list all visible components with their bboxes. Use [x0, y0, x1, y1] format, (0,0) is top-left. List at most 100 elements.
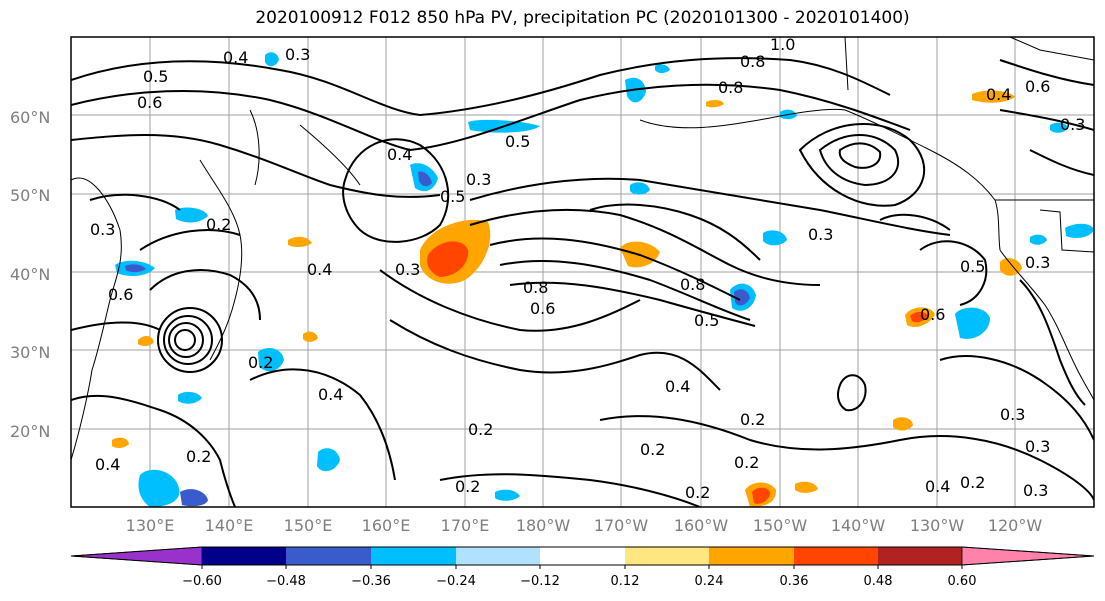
contour-label: 0.4	[925, 477, 950, 496]
precip-negative-blob	[258, 348, 284, 372]
precip-negative-blob	[1065, 223, 1094, 238]
lat-tick-label: 50°N	[10, 186, 50, 205]
contour-label: 0.4	[986, 85, 1011, 104]
contour-label: 0.3	[285, 45, 310, 64]
contour-label: 0.3	[1000, 405, 1025, 424]
colorbar-bin	[794, 547, 878, 565]
precip-negative-blob	[1030, 234, 1047, 245]
lon-tick-label: 130°W	[910, 516, 965, 535]
contour-label: 0.8	[680, 275, 705, 294]
precip-negative-blob	[630, 182, 650, 195]
precip-negative-blob	[495, 489, 520, 501]
precip-negative-blob	[138, 469, 180, 507]
lon-tick-label: 170°E	[441, 516, 490, 535]
colorbar-tick-label: −0.36	[351, 574, 391, 589]
lon-tick-label: 130°E	[126, 516, 175, 535]
precipitation-shading	[112, 52, 1094, 507]
contour-label: 0.4	[223, 48, 248, 67]
contour-label: 0.2	[455, 477, 480, 496]
colorbar-tick-label: 0.12	[611, 574, 640, 589]
contour-label: 0.2	[734, 453, 759, 472]
precip-negative-blob	[265, 52, 279, 67]
contour-label: 0.3	[1023, 481, 1048, 500]
contour-label: 0.3	[1025, 437, 1050, 456]
colorbar-tick-label: 0.48	[864, 574, 893, 589]
precip-positive-blob	[706, 99, 724, 108]
contour-label: 0.2	[248, 353, 273, 372]
contour-label: 0.8	[718, 78, 743, 97]
contour-label: 0.4	[95, 455, 120, 474]
colorbar-bin	[878, 547, 962, 565]
contour-label: 0.2	[640, 440, 665, 459]
lat-tick-label: 60°N	[10, 108, 50, 127]
lon-tick-label: 150°E	[284, 516, 333, 535]
lat-tick-label: 30°N	[10, 343, 50, 362]
lon-tick-label: 180°W	[516, 516, 571, 535]
contour-label: 0.6	[530, 299, 555, 318]
precip-strong-negative-blob	[125, 264, 146, 273]
contour-label: 0.4	[318, 385, 343, 404]
lon-tick-label: 170°W	[594, 516, 649, 535]
contour-label: 0.8	[740, 52, 765, 71]
colorbar-extend-low	[70, 546, 203, 566]
contour-label: 0.2	[685, 483, 710, 502]
precip-strong-positive-blob	[910, 311, 928, 323]
colorbar-tick-label: −0.48	[266, 574, 306, 589]
contour-label: 0.4	[307, 260, 332, 279]
colorbar-tick-labels: −0.60 −0.48 −0.36 −0.24 −0.12 0.12 0.24 …	[182, 574, 976, 589]
contour-label: 1.0	[770, 35, 795, 54]
map-title: 2020100912 F012 850 hPa PV, precipitatio…	[255, 8, 910, 28]
contour-label: 0.3	[808, 225, 833, 244]
contour-label: 0.3	[395, 260, 420, 279]
contour-label: 0.5	[694, 311, 719, 330]
map-frame	[70, 36, 1095, 508]
precip-positive-blob	[288, 236, 312, 248]
colorbar-tick-label: 0.60	[948, 574, 977, 589]
contour-label: 0.3	[1060, 115, 1085, 134]
precip-strong-positive-blob	[427, 241, 469, 277]
colorbar-tick-label: −0.60	[182, 574, 222, 589]
lat-tick-label: 20°N	[10, 422, 50, 441]
precip-negative-blob	[955, 307, 990, 339]
contour-label: 0.4	[387, 145, 412, 164]
contour-label: 0.3	[1025, 253, 1050, 272]
precip-positive-blob	[893, 417, 913, 431]
precip-positive-blob	[795, 481, 818, 493]
colorbar-tick-label: −0.24	[436, 574, 476, 589]
precip-negative-blob	[1050, 122, 1068, 133]
longitude-labels: 130°E 140°E 150°E 160°E 170°E 180°W 170°…	[126, 516, 1043, 535]
contour-label: 0.2	[468, 420, 493, 439]
colorbar-bin	[286, 547, 371, 565]
colorbar-tick-label: −0.12	[520, 574, 560, 589]
precip-negative-blob	[655, 64, 670, 73]
precip-strong-negative-blob	[180, 489, 208, 507]
contour-label: 0.2	[186, 447, 211, 466]
precip-strong-negative-blob	[734, 289, 750, 306]
lon-tick-label: 140°E	[205, 516, 254, 535]
precip-positive-blob	[303, 331, 318, 342]
coastlines	[71, 37, 1094, 461]
lon-tick-label: 150°W	[753, 516, 808, 535]
lat-tick-label: 40°N	[10, 265, 50, 284]
contour-label: 0.3	[90, 220, 115, 239]
contour-label: 0.6	[1025, 77, 1050, 96]
precip-strong-negative-blob	[418, 171, 432, 187]
precip-negative-blob	[763, 230, 787, 246]
colorbar-bin	[709, 547, 794, 565]
pv-contours	[71, 57, 1094, 507]
contour-labels: 0.3 0.4 0.5 0.6 0.8 1.0 0.8 0.6 0.4 0.3 …	[90, 35, 1085, 502]
contour-label: 0.2	[740, 410, 765, 429]
lon-tick-label: 120°W	[988, 516, 1043, 535]
precip-positive-blob	[112, 437, 129, 449]
colorbar	[70, 546, 1095, 569]
contour-label: 0.3	[466, 170, 491, 189]
contour-label: 0.6	[108, 285, 133, 304]
contour-label: 0.5	[143, 67, 168, 86]
colorbar-bin	[202, 547, 286, 565]
precip-negative-blob	[178, 391, 202, 404]
contour-label: 0.2	[206, 215, 231, 234]
precip-strong-positive-blob	[752, 487, 770, 504]
contour-label: 0.6	[137, 93, 162, 112]
precip-negative-blob	[175, 207, 208, 223]
